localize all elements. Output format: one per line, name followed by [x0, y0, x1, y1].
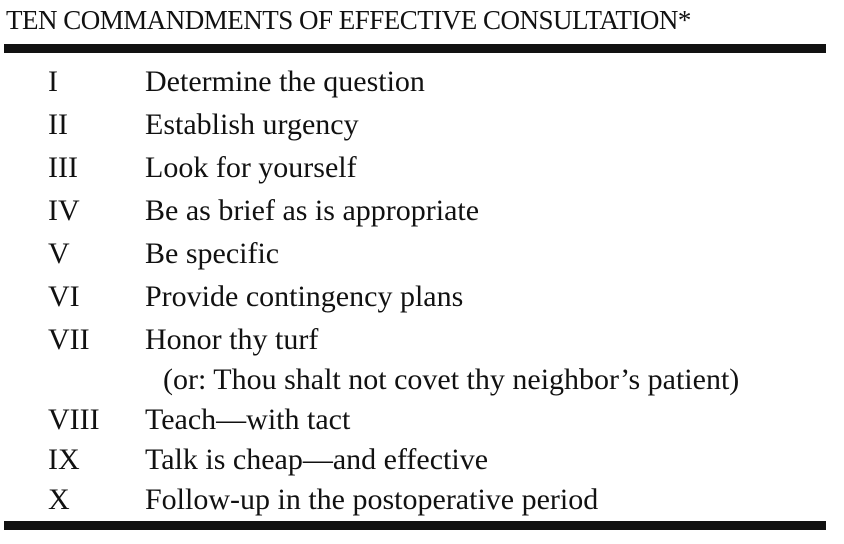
commandment-text: Be as brief as is appropriate	[145, 194, 480, 227]
commandment-row: VIII Teach—with tact	[0, 400, 844, 440]
commandment-row: V Be specific	[0, 234, 844, 274]
roman-numeral: IV	[48, 194, 80, 227]
commandment-text: Establish urgency	[145, 108, 359, 141]
commandment-row: VII Honor thy turf (or: Thou shalt not c…	[0, 320, 844, 396]
roman-numeral: II	[48, 108, 68, 141]
bottom-rule	[4, 521, 826, 530]
roman-numeral: V	[48, 237, 70, 270]
roman-numeral: IX	[48, 443, 80, 476]
commandment-row: VI Provide contingency plans	[0, 277, 844, 317]
commandment-text: Determine the question	[145, 65, 425, 98]
commandment-row: X Follow-up in the postoperative period	[0, 480, 844, 520]
commandment-row: IV Be as brief as is appropriate	[0, 191, 844, 231]
commandment-row: II Establish urgency	[0, 105, 844, 145]
roman-numeral: III	[48, 151, 78, 184]
commandment-row: III Look for yourself	[0, 148, 844, 188]
commandment-text: Honor thy turf	[145, 323, 319, 356]
commandment-note: (or: Thou shalt not covet thy neighbor’s…	[163, 363, 740, 396]
roman-numeral: I	[48, 65, 58, 98]
commandment-row: I Determine the question	[0, 62, 844, 102]
commandment-row: IX Talk is cheap—and effective	[0, 440, 844, 480]
commandment-text: Provide contingency plans	[145, 280, 464, 313]
top-rule	[4, 44, 826, 53]
commandment-text: Look for yourself	[145, 151, 357, 184]
roman-numeral: VI	[48, 280, 80, 313]
commandment-text: Be specific	[145, 237, 280, 270]
table-title: TEN COMMANDMENTS OF EFFECTIVE CONSULTATI…	[6, 5, 691, 35]
roman-numeral: X	[48, 483, 70, 516]
commandment-text: Teach—with tact	[145, 403, 351, 436]
commandment-text: Follow-up in the postoperative period	[145, 483, 599, 516]
roman-numeral: VIII	[48, 403, 100, 436]
roman-numeral: VII	[48, 323, 90, 356]
commandment-text: Talk is cheap—and effective	[145, 443, 489, 476]
